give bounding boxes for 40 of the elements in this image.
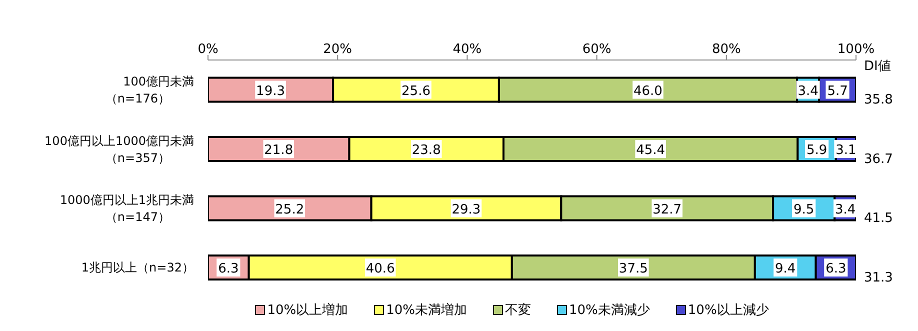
data-label: 5.7: [827, 84, 848, 99]
x-tick-label: 80%: [712, 42, 741, 57]
y-tick-label: 1兆円以上（n=32）: [81, 260, 194, 274]
legend-label: 10%以上増加: [266, 302, 348, 319]
data-label: 3.4: [798, 84, 818, 99]
x-tick-label: 20%: [323, 42, 352, 57]
x-tick-label: 0%: [198, 42, 218, 57]
data-label: 21.8: [264, 143, 294, 158]
text: 41.5: [864, 211, 893, 226]
data-label: 25.2: [275, 202, 304, 218]
text: 36.7: [864, 152, 893, 167]
y-tick-label: 100億円未満（n=176）: [105, 74, 194, 106]
y-tick-label: 100億円以上1000億円未満（n=357）: [44, 134, 194, 165]
data-label: 9.4: [775, 262, 796, 277]
text: 35.8: [864, 92, 893, 108]
legend-label: 10%未満増加: [385, 302, 467, 319]
y-tick-label: 1000億円以上1兆円未満（n=147）: [60, 193, 194, 224]
data-label: 46.0: [634, 84, 662, 99]
legend-label: 10%以上減少: [686, 302, 769, 319]
data-label: 6.3: [218, 262, 239, 277]
x-tick-label: 40%: [452, 42, 482, 57]
data-label: 3.1: [836, 143, 856, 158]
data-label: 25.6: [402, 84, 430, 99]
data-label: 23.8: [412, 143, 441, 158]
data-label: 9.5: [793, 202, 814, 218]
data-label: 6.3: [826, 262, 846, 277]
data-label: 29.3: [452, 202, 481, 218]
data-label: 5.9: [806, 143, 828, 158]
data-label: 19.3: [256, 84, 286, 99]
data-label: 3.4: [834, 202, 856, 218]
legend-label: 10%未満減少: [568, 302, 650, 319]
data-label: 45.4: [636, 143, 666, 158]
x-tick-label: 100%: [837, 42, 875, 57]
data-label: 32.7: [652, 202, 682, 218]
legend-label: 不変: [504, 302, 531, 319]
data-label: 37.5: [618, 262, 648, 277]
x-tick-label: 60%: [582, 42, 612, 57]
text: DI値: [864, 59, 891, 74]
data-label: 40.6: [366, 262, 395, 277]
text: 31.3: [864, 270, 893, 286]
